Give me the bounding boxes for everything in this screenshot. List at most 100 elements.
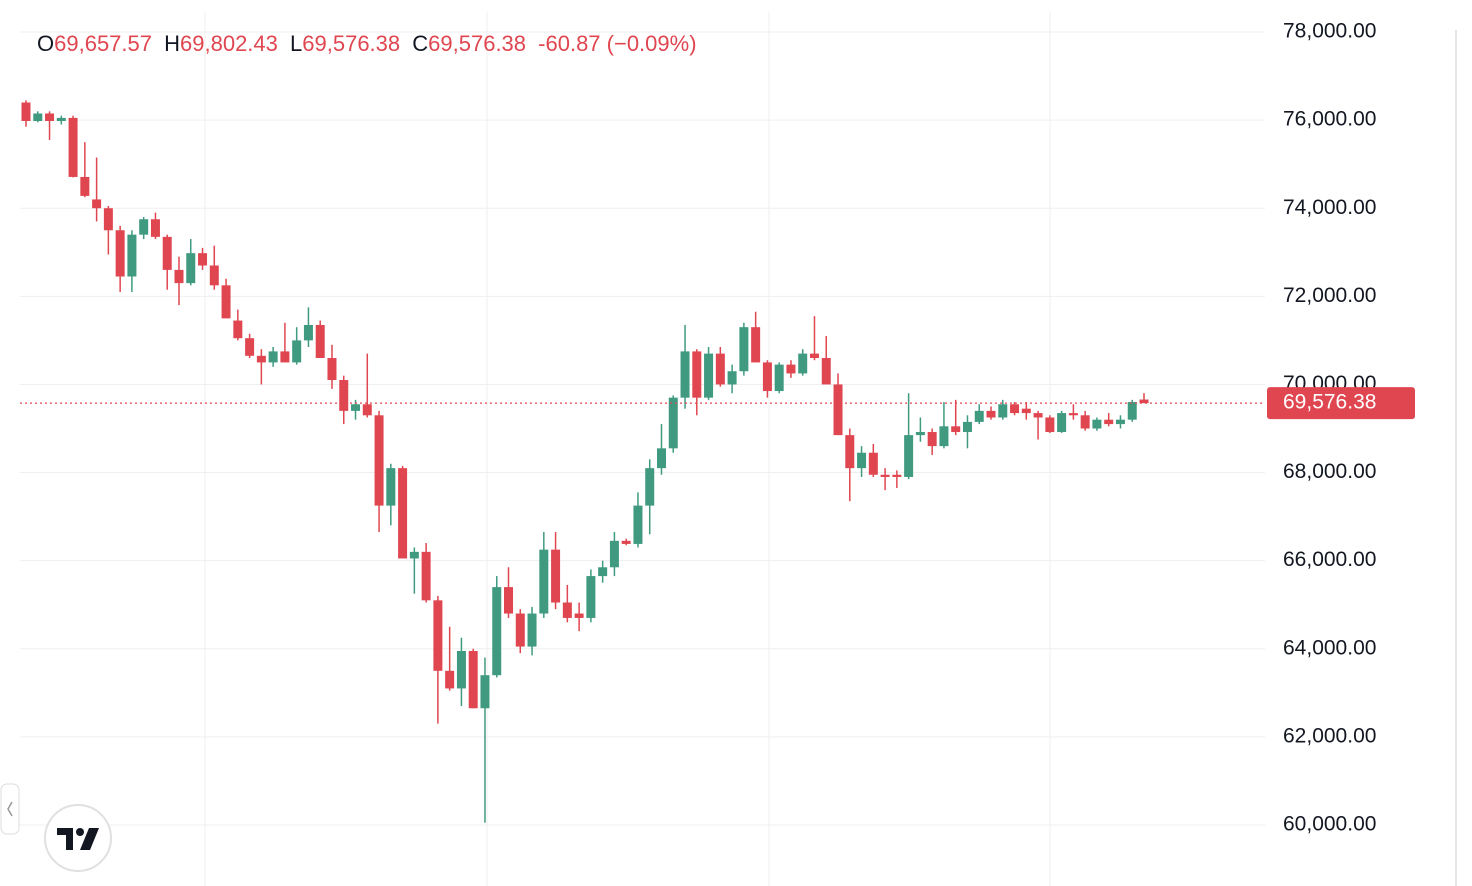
candle-body [292,340,302,363]
candle-body [1104,419,1114,425]
candle-body [33,113,43,121]
candle-body [127,234,137,277]
logo-mark [80,828,99,850]
candle-body [539,549,549,614]
price-axis: 60,000.00 62,000.00 64,000.00 66,000.00 68,0… [1267,20,1415,836]
candle-body [1127,402,1137,420]
y-tick-label: 74,000.00 [1283,196,1376,219]
candle-body [598,567,608,577]
candle-body [904,435,914,477]
candle-body [233,320,243,339]
candle-body [492,587,502,676]
candle-body [103,208,113,231]
candle-body [150,219,160,237]
candle-body [633,505,643,544]
y-tick-label: 72,000.00 [1283,284,1376,307]
logo-circle [44,804,112,872]
y-tick-label: 60,000.00 [1283,813,1376,836]
candle-body [656,448,666,469]
candle-body [915,432,925,436]
candle-body [833,384,843,436]
candle-body [268,351,278,363]
candle-body [1115,419,1125,425]
candle-body [186,253,196,284]
candle-body [692,351,702,398]
candle-body [868,452,878,475]
candle-body [680,351,690,398]
candle-body [586,576,596,618]
legend-value: 69,657.57 [54,31,152,56]
candle-body [645,468,655,506]
legend-key: L [290,31,302,56]
candle-body [245,338,255,356]
candle-body [256,355,266,363]
candle-body [315,324,325,359]
candle-body [468,650,478,709]
candle-body [162,236,172,270]
legend-key: O [37,31,54,56]
y-tick-label: 76,000.00 [1283,108,1376,131]
candle-body [433,600,443,671]
candle-body [951,426,961,433]
candle-body [1045,417,1055,433]
legend-key: C [412,31,428,56]
candle-body [1010,404,1020,414]
candle-body [668,397,678,449]
collapse-arrow [7,801,13,817]
candle-body [1033,413,1043,418]
logo[interactable] [44,804,112,872]
collapse-tab[interactable] [0,783,20,835]
y-tick-label: 68,000.00 [1283,460,1376,483]
candle-body [1139,399,1149,404]
candle-body [80,176,90,196]
candle-body [927,432,937,447]
candle-body [715,353,725,385]
candle-body [339,380,349,411]
candle-body [421,551,431,601]
legend-value: 69,802.43 [180,31,278,56]
candle-body [515,613,525,647]
candle-body [727,371,737,385]
candle-body [351,404,361,411]
change: -60.87 (−0.09%) [538,31,696,56]
candle-body [174,269,184,284]
candle-body [704,353,714,398]
legend-value: 69,576.38 [428,31,526,56]
legend-value: 69,576.38 [302,31,400,56]
candle-body [68,117,78,177]
candle-body [456,650,466,689]
candle-body [621,540,631,544]
candle-body [962,421,972,433]
candle-body [115,230,125,277]
candle-body [880,474,890,477]
candle-body [221,285,231,319]
candle-body [280,351,290,363]
candle-body [21,102,31,121]
candle-body [986,410,996,418]
candle-body [45,113,55,121]
candle-body [445,670,455,689]
candle-body [845,435,855,469]
candle-body [892,474,902,477]
candle-body [609,540,619,568]
candle-body [939,426,949,447]
candle-body [139,219,149,235]
logo-mark [57,828,73,850]
last-price-box [1267,387,1415,420]
y-tick-label: 66,000.00 [1283,548,1376,571]
candle-body [1092,419,1102,429]
candle-body [198,253,208,266]
candle-body [504,587,514,614]
candle-body [480,675,490,709]
candle-body [1021,408,1031,414]
logo-dot [76,828,84,836]
candle-body [1080,415,1090,429]
ohlc-legend: O69,657.57 H69,802.43 L69,576.38 C69,576… [37,31,697,56]
candle-body [998,404,1008,418]
last-price-label: 69,576.38 [1283,391,1376,414]
candle-body [786,364,796,374]
candle-body [809,353,819,359]
candle-body [551,549,561,603]
candle-body [374,415,384,506]
